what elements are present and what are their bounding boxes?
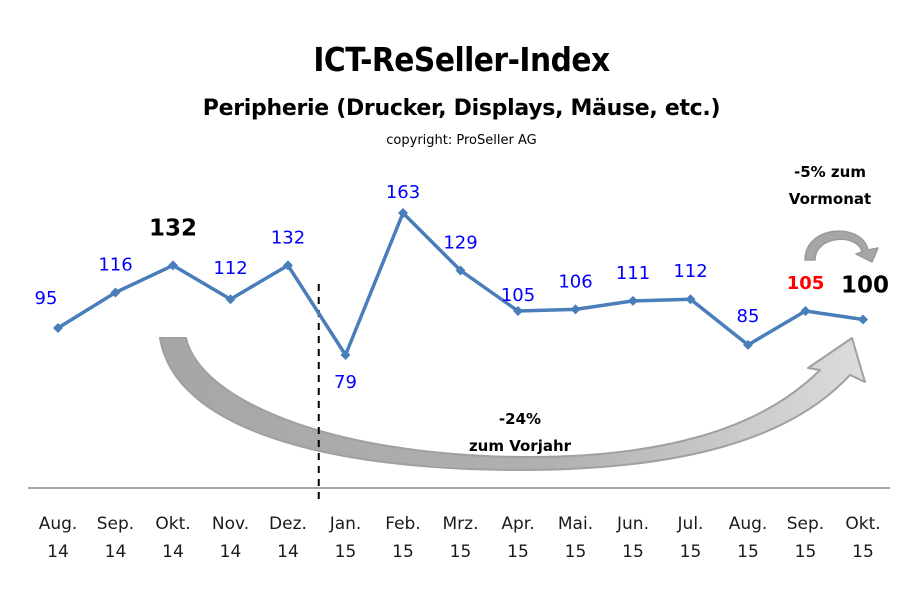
data-label: 95 <box>35 288 58 309</box>
x-tick-label-month: Sep. <box>787 514 824 534</box>
x-tick-label-year: 15 <box>622 542 644 562</box>
data-label: 129 <box>443 232 477 253</box>
year-over-year-arrow-icon <box>159 337 866 471</box>
x-tick-label-year: 15 <box>565 542 587 562</box>
x-tick-label-year: 15 <box>507 542 529 562</box>
data-label: 111 <box>616 263 650 284</box>
data-label: 85 <box>737 306 760 327</box>
data-point-marker <box>110 287 121 298</box>
data-point-marker <box>53 322 63 333</box>
x-tick-label-month: Mai. <box>558 514 593 534</box>
data-point-marker <box>858 314 868 325</box>
data-label: 79 <box>334 372 357 393</box>
x-tick-label-month: Mrz. <box>443 514 479 534</box>
chart-subtitle: Peripherie (Drucker, Displays, Mäuse, et… <box>202 96 721 121</box>
data-label: 132 <box>149 215 197 241</box>
x-tick-label-year: 15 <box>450 542 472 562</box>
data-label: 106 <box>558 271 592 292</box>
mom-annotation-line2: Vormonat <box>789 190 871 208</box>
x-tick-label-year: 15 <box>852 542 874 562</box>
data-label: 163 <box>386 182 420 203</box>
x-tick-label-month: Aug. <box>39 514 78 534</box>
data-point-marker <box>225 294 236 305</box>
x-tick-label-month: Feb. <box>385 514 421 534</box>
data-label: 112 <box>673 261 707 282</box>
x-tick-label-year: 15 <box>335 542 357 562</box>
data-label: 105 <box>787 273 825 294</box>
x-tick-label-month: Jul. <box>677 514 704 534</box>
x-tick-label-month: Dez. <box>269 514 307 534</box>
x-tick-label-year: 14 <box>277 542 299 562</box>
x-tick-label-year: 14 <box>162 542 184 562</box>
x-tick-label-year: 14 <box>47 542 69 562</box>
data-point-marker <box>283 260 293 271</box>
x-tick-label-year: 14 <box>105 542 127 562</box>
x-tick-label-month: Okt. <box>845 514 880 534</box>
data-point-marker <box>398 208 408 218</box>
x-tick-label-year: 15 <box>737 542 759 562</box>
chart-title: ICT-ReSeller-Index <box>313 40 610 79</box>
data-label: 132 <box>271 227 305 248</box>
month-over-month-arrow-icon <box>804 230 879 263</box>
chart-copyright: copyright: ProSeller AG <box>386 133 537 148</box>
data-label: 105 <box>501 285 535 306</box>
data-point-marker <box>455 265 466 276</box>
data-point-marker <box>570 304 581 315</box>
x-tick-label-month: Aug. <box>729 514 768 534</box>
data-point-marker <box>743 339 753 350</box>
yoy-annotation-line1: -24% <box>499 410 541 428</box>
data-label: 100 <box>841 273 889 299</box>
data-point-marker <box>168 260 178 271</box>
x-tick-label-year: 15 <box>392 542 414 562</box>
data-point-marker <box>513 306 523 317</box>
mom-annotation-line1: -5% zum <box>794 163 866 181</box>
data-point-marker <box>685 294 696 305</box>
x-tick-label-month: Okt. <box>155 514 190 534</box>
x-tick-label-month: Jun. <box>616 514 649 534</box>
x-tick-label-month: Jan. <box>329 514 362 534</box>
x-tick-label-month: Nov. <box>212 514 249 534</box>
data-label: 116 <box>98 254 132 275</box>
x-tick-label-month: Apr. <box>501 514 534 534</box>
data-point-marker <box>800 306 811 317</box>
x-tick-label-year: 15 <box>680 542 702 562</box>
x-tick-label-month: Sep. <box>97 514 134 534</box>
data-label: 112 <box>213 258 247 279</box>
data-point-marker <box>628 295 638 306</box>
data-point-marker <box>340 350 351 360</box>
x-tick-label-year: 14 <box>220 542 242 562</box>
x-tick-label-year: 15 <box>795 542 817 562</box>
yoy-annotation-line2: zum Vorjahr <box>469 437 572 455</box>
